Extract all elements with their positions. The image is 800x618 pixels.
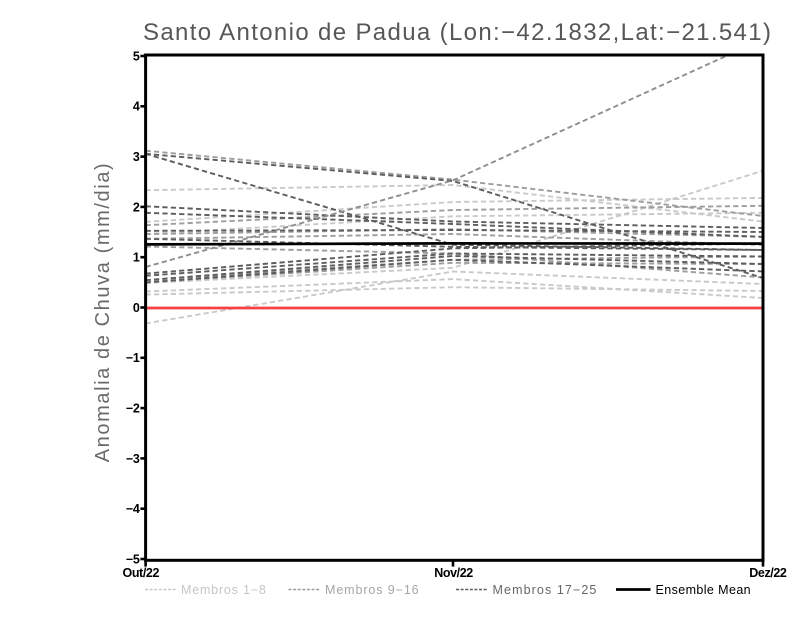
svg-text:4: 4 xyxy=(133,100,140,114)
svg-text:Dez/22: Dez/22 xyxy=(749,566,787,580)
svg-text:Out/22: Out/22 xyxy=(123,566,160,580)
svg-text:Nov/22: Nov/22 xyxy=(434,566,473,580)
svg-text:−1: −1 xyxy=(126,351,140,365)
svg-text:1: 1 xyxy=(133,251,140,265)
svg-text:−5: −5 xyxy=(126,552,140,566)
svg-text:−3: −3 xyxy=(126,452,140,466)
svg-text:2: 2 xyxy=(133,200,140,214)
svg-text:Anomalia de Chuva (mm/dia): Anomalia de Chuva (mm/dia) xyxy=(92,162,114,463)
svg-text:Membros 17−25: Membros 17−25 xyxy=(493,583,598,597)
svg-text:−2: −2 xyxy=(126,402,140,416)
svg-text:3: 3 xyxy=(133,150,140,164)
svg-text:Membros 1−8: Membros 1−8 xyxy=(181,583,267,597)
svg-text:Membros 9−16: Membros 9−16 xyxy=(325,583,420,597)
svg-text:5: 5 xyxy=(133,49,140,63)
svg-text:−4: −4 xyxy=(126,502,140,516)
svg-text:0: 0 xyxy=(133,301,140,315)
svg-text:Ensemble Mean: Ensemble Mean xyxy=(656,583,752,597)
svg-text:Santo Antonio de Padua (Lon:−4: Santo Antonio de Padua (Lon:−42.1832,Lat… xyxy=(143,19,772,46)
